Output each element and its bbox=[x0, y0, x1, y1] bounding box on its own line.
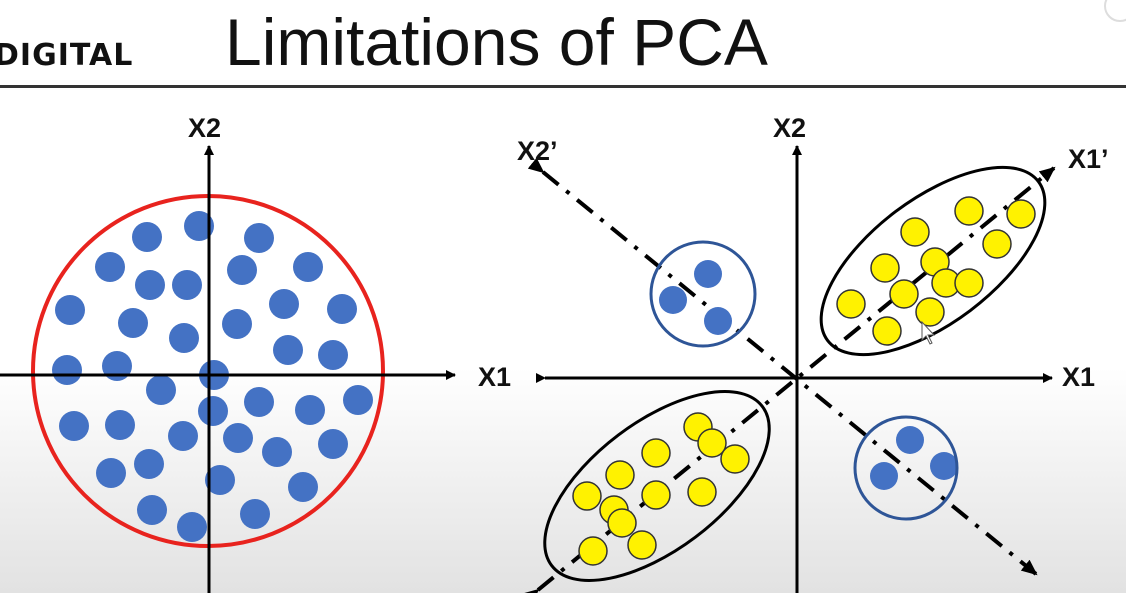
yellow-data-point bbox=[641, 480, 671, 510]
blue-data-point bbox=[694, 260, 722, 288]
blue-data-point bbox=[96, 458, 126, 488]
yellow-data-point bbox=[641, 438, 671, 468]
blue-data-point bbox=[118, 308, 148, 338]
blue-data-point bbox=[244, 387, 274, 417]
pc2-axis-label: X2’ bbox=[517, 136, 558, 166]
yellow-data-point bbox=[836, 289, 866, 319]
pc1-axis-label: X1’ bbox=[1068, 144, 1109, 174]
blue-data-point bbox=[343, 385, 373, 415]
yellow-data-point bbox=[915, 297, 945, 327]
upper-yellow-cluster bbox=[836, 196, 1036, 346]
yellow-data-point bbox=[627, 530, 657, 560]
lower-blue-ring bbox=[853, 415, 959, 521]
blue-data-point bbox=[135, 270, 165, 300]
yellow-data-point bbox=[954, 196, 984, 226]
left-plot: X1 X2 bbox=[0, 113, 511, 593]
title-divider bbox=[0, 85, 1126, 88]
blue-data-point bbox=[55, 295, 85, 325]
blue-data-point bbox=[172, 270, 202, 300]
yellow-data-point bbox=[607, 508, 637, 538]
yellow-data-point bbox=[954, 268, 984, 298]
blue-data-point bbox=[168, 421, 198, 451]
blue-data-point bbox=[222, 309, 252, 339]
left-y-axis-label: X2 bbox=[188, 113, 221, 143]
blue-data-point bbox=[95, 252, 125, 282]
blue-data-point bbox=[198, 396, 228, 426]
blue-data-point bbox=[240, 499, 270, 529]
blue-data-point bbox=[273, 335, 303, 365]
blue-data-point bbox=[223, 423, 253, 453]
blue-data-point bbox=[318, 429, 348, 459]
blue-data-point bbox=[169, 323, 199, 353]
blue-data-point bbox=[177, 512, 207, 542]
lower-blue-cluster bbox=[870, 426, 958, 490]
blue-data-point bbox=[105, 410, 135, 440]
pc2-axis bbox=[527, 157, 1038, 576]
blue-data-point bbox=[227, 255, 257, 285]
blue-data-point bbox=[930, 452, 958, 480]
upper-yellow-ellipse bbox=[819, 165, 1047, 357]
blue-data-point bbox=[134, 449, 164, 479]
blue-data-point bbox=[896, 426, 924, 454]
blue-data-point bbox=[318, 340, 348, 370]
corner-decoration bbox=[1104, 0, 1126, 22]
yellow-data-point bbox=[1006, 199, 1036, 229]
yellow-data-point bbox=[697, 428, 727, 458]
upper-blue-cluster bbox=[659, 260, 732, 335]
left-x-axis-label: X1 bbox=[478, 362, 511, 392]
yellow-data-point bbox=[720, 444, 750, 474]
yellow-data-point bbox=[900, 217, 930, 247]
blue-data-point bbox=[295, 395, 325, 425]
lower-yellow-cluster bbox=[572, 412, 750, 566]
upper-blue-ring bbox=[649, 240, 757, 348]
right-y-axis-label: X2 bbox=[773, 113, 806, 143]
blue-data-point bbox=[704, 307, 732, 335]
blue-data-point bbox=[137, 495, 167, 525]
blue-data-point bbox=[327, 294, 357, 324]
yellow-data-point bbox=[572, 481, 602, 511]
blue-data-point bbox=[205, 465, 235, 495]
blue-data-point bbox=[269, 289, 299, 319]
right-plot: X1 X2 X1’ X2’ bbox=[517, 113, 1109, 593]
yellow-data-point bbox=[870, 253, 900, 283]
slide-title: Limitations of PCA bbox=[225, 5, 768, 79]
blue-data-point bbox=[52, 355, 82, 385]
mouse-cursor-icon bbox=[921, 320, 936, 345]
blue-data-point bbox=[262, 437, 292, 467]
lower-yellow-ellipse bbox=[543, 390, 771, 582]
blue-data-point bbox=[870, 462, 898, 490]
blue-data-point bbox=[132, 222, 162, 252]
yellow-data-point bbox=[578, 536, 608, 566]
right-x-axis-label: X1 bbox=[1062, 362, 1095, 392]
yellow-data-point bbox=[889, 279, 919, 309]
yellow-data-point bbox=[982, 229, 1012, 259]
blue-data-point bbox=[244, 223, 274, 253]
blue-data-point bbox=[184, 211, 214, 241]
blue-data-point bbox=[659, 286, 687, 314]
yellow-data-point bbox=[687, 477, 717, 507]
blue-data-point bbox=[288, 472, 318, 502]
blue-data-point bbox=[146, 375, 176, 405]
yellow-data-point bbox=[605, 460, 635, 490]
blue-data-point bbox=[293, 252, 323, 282]
blue-data-point bbox=[59, 411, 89, 441]
channel-logo: DIGITAL bbox=[0, 38, 134, 73]
yellow-data-point bbox=[872, 316, 902, 346]
